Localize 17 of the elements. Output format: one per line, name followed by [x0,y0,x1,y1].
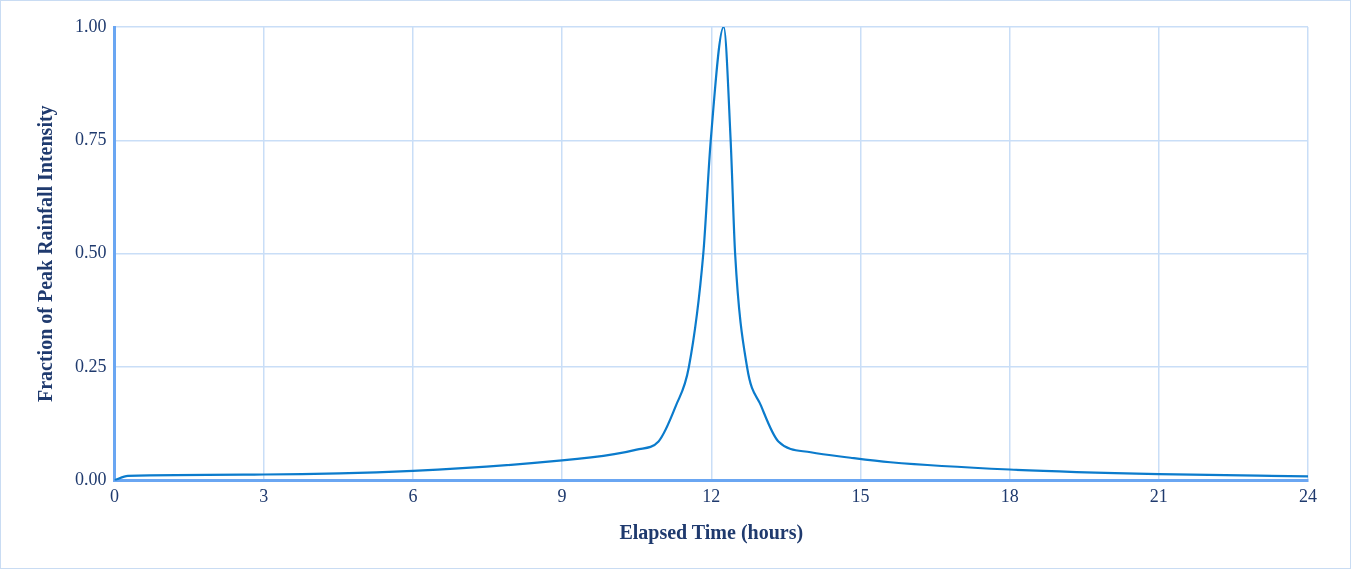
y-tick-label: 0.50 [75,242,107,263]
x-tick-label: 24 [1299,485,1317,506]
x-tick-label: 6 [408,485,418,506]
x-tick-label: 0 [110,485,119,506]
line-series [114,27,1308,481]
x-tick-label: 3 [259,485,269,506]
y-tick-label: 0.00 [75,469,107,490]
x-tick-label: 21 [1149,485,1168,506]
x-tick-label: 9 [557,485,567,506]
y-tick-label: 1.00 [75,15,107,36]
x-tick-label: 12 [702,485,721,506]
y-tick-label: 0.75 [75,129,107,150]
y-tick-label: 0.25 [75,355,107,376]
x-tick-label: 15 [851,485,870,506]
x-tick-label: 18 [1000,485,1019,506]
x-axis-title: Elapsed Time (hours) [619,521,804,545]
y-axis-title: Fraction of Peak Rainfall Intensity [34,105,58,403]
